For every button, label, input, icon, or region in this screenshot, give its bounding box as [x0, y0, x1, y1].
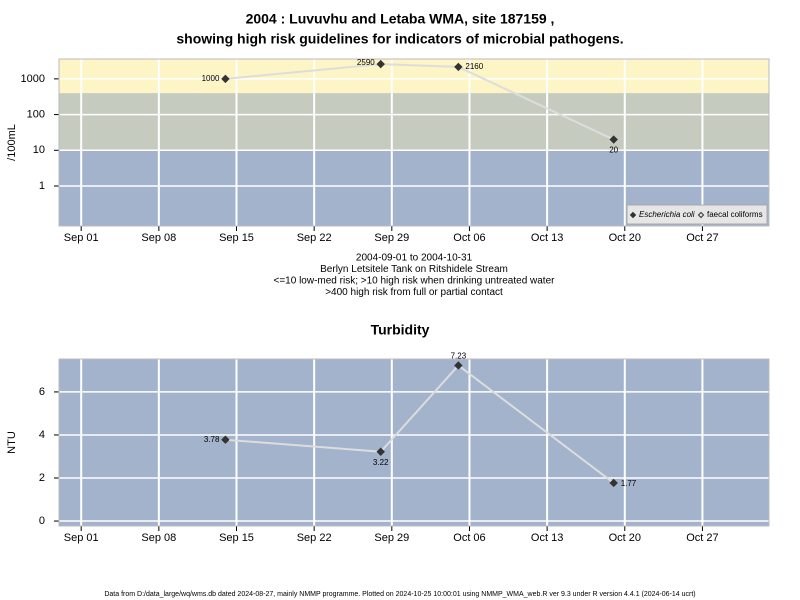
x-tick-label: Sep 22: [297, 232, 332, 244]
data-point: [609, 135, 618, 144]
data-point: [221, 435, 230, 444]
data-label: 1.77: [621, 479, 637, 488]
chart-title: showing high risk guidelines for indicat…: [176, 31, 623, 47]
data-label: 2590: [357, 58, 375, 67]
x-tick-label: Oct 06: [453, 232, 485, 244]
y-tick-label: 2: [39, 472, 45, 484]
legend-label: faecal coliforms: [707, 210, 763, 219]
series-line: [225, 364, 615, 484]
legend-label: Escherichia coli: [639, 210, 695, 219]
chart-note: <=10 low-med risk; >10 high risk when dr…: [274, 276, 556, 287]
y-tick-label: 1: [39, 180, 45, 192]
legend-marker: [629, 211, 637, 219]
data-point: [376, 59, 385, 69]
legend-box: [626, 204, 768, 225]
chart-note: >400 high risk from full or partial cont…: [325, 287, 503, 298]
data-point: [609, 478, 618, 488]
x-tick-label: Oct 20: [609, 532, 641, 544]
x-tick-label: Sep 15: [219, 532, 254, 544]
chart-note: 2004-09-01 to 2004-10-31: [356, 253, 473, 264]
x-tick-label: Sep 08: [141, 532, 176, 544]
y-axis-label: /100mL: [6, 124, 18, 161]
risk-band: [59, 93, 769, 151]
plot-frame: [58, 58, 770, 227]
y-tick-label: 6: [39, 386, 45, 398]
legend-marker: [697, 211, 705, 219]
chart-title: 2004 : Luvuvhu and Letaba WMA, site 1871…: [246, 11, 555, 27]
chart-note: Berlyn Letsitele Tank on Ritshidele Stre…: [320, 264, 508, 275]
plot-background: [59, 359, 769, 526]
x-tick-label: Oct 13: [531, 532, 563, 544]
x-tick-label: Sep 15: [219, 232, 254, 244]
x-tick-label: Oct 20: [609, 232, 641, 244]
x-tick-label: Oct 06: [453, 532, 485, 544]
y-tick-label: 1000: [21, 73, 45, 85]
y-tick-label: 100: [27, 108, 45, 120]
series-line: [225, 63, 615, 141]
plot-frame: [58, 358, 770, 527]
data-point: [376, 447, 385, 456]
data-label: 7.23: [451, 352, 467, 361]
data-point: [454, 361, 463, 370]
data-label: 3.22: [373, 458, 389, 467]
data-label: 20: [609, 146, 618, 155]
x-tick-label: Sep 29: [374, 532, 409, 544]
data-label: 1000: [202, 74, 220, 83]
y-axis-label: NTU: [6, 431, 18, 454]
y-tick-label: 4: [39, 429, 45, 441]
data-point: [221, 74, 230, 84]
y-tick-label: 0: [39, 515, 45, 527]
chart-title: Turbidity: [371, 322, 430, 338]
x-tick-label: Sep 01: [64, 232, 99, 244]
data-label: 2160: [465, 62, 483, 71]
data-point: [454, 62, 463, 72]
risk-band: [59, 59, 769, 94]
x-tick-label: Oct 13: [531, 232, 563, 244]
x-tick-label: Sep 29: [374, 232, 409, 244]
x-tick-label: Sep 01: [64, 532, 99, 544]
footer: Data from D:/data_large/wq/wms.db dated …: [104, 591, 695, 598]
data-label: 3.78: [204, 435, 220, 444]
x-tick-label: Sep 22: [297, 532, 332, 544]
x-tick-label: Sep 08: [141, 232, 176, 244]
y-tick-label: 10: [33, 144, 45, 156]
x-tick-label: Oct 27: [686, 232, 718, 244]
x-tick-label: Oct 27: [686, 532, 718, 544]
